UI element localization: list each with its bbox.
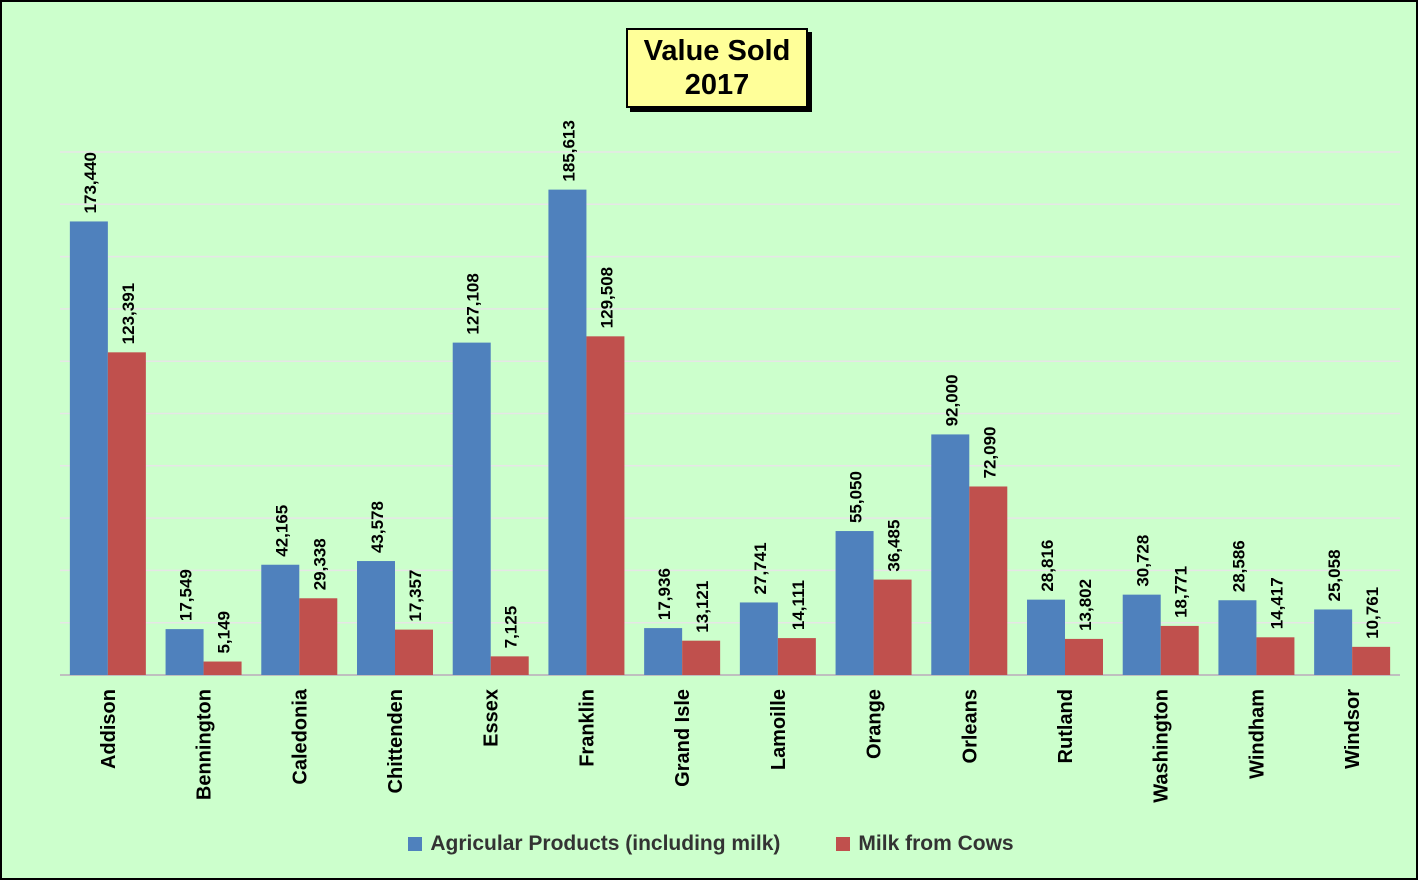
bar-milk-essex <box>490 656 529 675</box>
data-label: 25,058 <box>1325 549 1344 601</box>
bars <box>69 189 1391 675</box>
data-label: 27,741 <box>751 542 770 594</box>
bar-agricultural-chittenden <box>357 561 395 675</box>
category-label: Caledonia <box>289 688 311 784</box>
bar-agricultural-addison <box>69 221 108 675</box>
data-label: 42,165 <box>272 505 291 557</box>
bar-milk-franklin <box>586 336 625 675</box>
data-label: 17,549 <box>177 569 196 621</box>
bar-milk-addison <box>107 352 146 675</box>
bar-milk-caledonia <box>299 598 338 675</box>
data-label: 173,440 <box>81 152 100 213</box>
bar-agricultural-franklin <box>548 189 587 675</box>
bar-milk-orange <box>873 579 912 675</box>
bar-agricultural-essex <box>452 342 491 675</box>
data-label: 55,050 <box>847 471 866 523</box>
data-label: 10,761 <box>1363 587 1382 639</box>
category-label: Bennington <box>194 689 216 800</box>
data-label: 123,391 <box>119 283 138 344</box>
bar-milk-orleans <box>969 486 1008 675</box>
legend-item-agricultural: Agricular Products (including milk) <box>408 832 780 856</box>
data-label: 36,485 <box>885 520 904 572</box>
category-labels: Addison Bennington Caledonia Chittenden Esse… <box>98 688 1364 803</box>
category-label: Windsor <box>1342 689 1364 769</box>
bar-agricultural-orange <box>835 531 874 675</box>
bar-milk-bennington <box>203 661 242 675</box>
category-label: Rutland <box>1055 689 1077 763</box>
category-label: Essex <box>481 689 503 747</box>
gridlines <box>60 151 1400 676</box>
category-label: Washington <box>1151 689 1173 803</box>
data-label: 5,149 <box>215 611 234 654</box>
data-label: 17,936 <box>655 568 674 620</box>
chart-title-box: Value Sold 2017 <box>626 28 808 108</box>
data-label: 7,125 <box>502 606 521 649</box>
bar-agricultural-windsor <box>1314 609 1353 675</box>
category-label: Franklin <box>576 689 598 767</box>
data-label: 127,108 <box>464 273 483 334</box>
data-label: 18,771 <box>1172 566 1191 618</box>
bar-milk-washington <box>1160 625 1199 675</box>
data-label: 29,338 <box>310 538 329 590</box>
category-label: Orleans <box>959 689 981 763</box>
category-label: Orange <box>864 689 886 759</box>
bar-agricultural-bennington <box>165 629 204 675</box>
bar-agricultural-windham <box>1218 600 1257 675</box>
data-label: 185,613 <box>559 120 578 181</box>
bar-agricultural-grand-isle <box>644 628 683 675</box>
bar-agricultural-washington <box>1122 594 1161 675</box>
category-label: Addison <box>98 689 120 769</box>
bar-milk-grand-isle <box>682 640 721 675</box>
bar-milk-lamoille <box>777 638 816 675</box>
bar-milk-rutland <box>1065 638 1103 675</box>
data-label: 13,802 <box>1076 579 1095 631</box>
data-label: 17,357 <box>406 570 425 622</box>
bar-milk-chittenden <box>395 629 433 675</box>
data-label: 28,816 <box>1038 540 1057 592</box>
legend-label-agricultural: Agricular Products (including milk) <box>430 832 781 855</box>
legend: Agricular Products (including milk) Milk… <box>2 828 1416 860</box>
category-label: Lamoille <box>768 689 790 770</box>
bar-agricultural-rutland <box>1027 599 1065 675</box>
data-labels: 173,440 123,391 17,549 5,149 42,165 29,338 43,… <box>81 120 1382 653</box>
chart-subtitle: 2017 <box>684 69 750 101</box>
chart-title: Value Sold <box>643 35 791 67</box>
data-label: 72,090 <box>980 426 999 478</box>
legend-swatch-milk <box>836 837 851 851</box>
bar-agricultural-orleans <box>931 434 970 675</box>
data-label: 92,000 <box>942 374 961 426</box>
data-label: 129,508 <box>597 267 616 328</box>
category-label: Grand Isle <box>672 689 694 787</box>
data-label: 14,417 <box>1267 577 1286 629</box>
bar-milk-windham <box>1256 637 1295 675</box>
category-label: Windham <box>1246 689 1268 779</box>
data-label: 13,121 <box>693 581 712 633</box>
bar-milk-windsor <box>1352 646 1391 675</box>
data-label: 30,728 <box>1134 535 1153 587</box>
legend-label-milk: Milk from Cows <box>858 832 1014 855</box>
bar-agricultural-caledonia <box>261 564 300 675</box>
data-label: 43,578 <box>368 501 387 553</box>
data-label: 28,586 <box>1229 540 1248 592</box>
data-label: 14,111 <box>789 580 808 630</box>
legend-item-milk: Milk from Cows <box>836 832 1014 856</box>
legend-swatch-agricultural <box>408 837 423 851</box>
bar-agricultural-lamoille <box>739 602 778 675</box>
category-label: Chittenden <box>385 689 407 793</box>
